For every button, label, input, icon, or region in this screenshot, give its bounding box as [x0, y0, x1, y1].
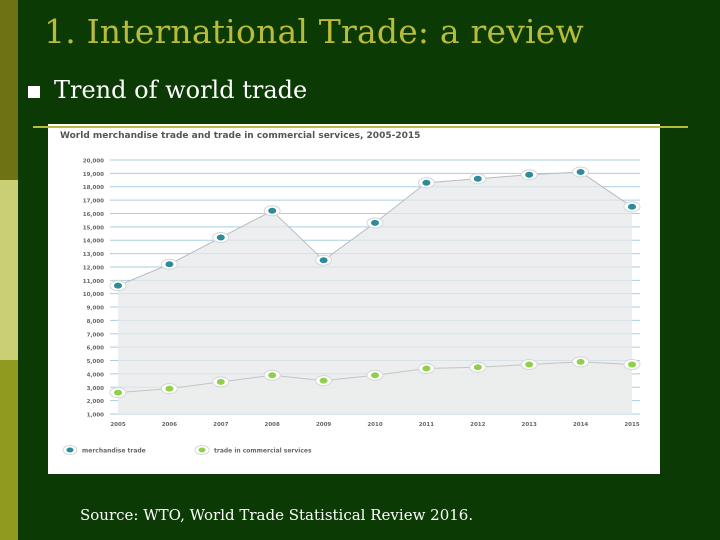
bullet-item: Trend of world trade — [28, 76, 307, 104]
data-point — [525, 361, 534, 368]
y-tick-label: 19,000 — [83, 172, 104, 178]
y-tick-label: 13,000 — [83, 252, 104, 258]
data-point — [216, 234, 225, 241]
data-point — [268, 207, 277, 214]
y-tick-label: 18,000 — [83, 185, 104, 191]
chart-title: World merchandise trade and trade in com… — [60, 131, 420, 141]
y-tick-label: 12,000 — [83, 265, 104, 271]
data-point — [371, 372, 379, 379]
series-area — [118, 361, 632, 414]
data-point — [576, 358, 585, 365]
data-point — [268, 372, 277, 379]
data-point — [525, 171, 534, 178]
x-tick-label: 2006 — [162, 422, 177, 428]
data-point — [473, 175, 482, 182]
y-tick-label: 4,000 — [87, 372, 105, 378]
series-area — [118, 172, 632, 414]
x-tick-label: 2007 — [213, 422, 228, 428]
x-tick-label: 2011 — [419, 422, 434, 428]
y-tick-label: 11,000 — [83, 279, 104, 285]
title-divider — [33, 126, 688, 128]
data-point — [371, 219, 379, 226]
bullet-square-icon — [28, 86, 40, 98]
y-tick-label: 1,000 — [87, 413, 105, 419]
data-point — [114, 282, 122, 289]
y-tick-label: 16,000 — [83, 212, 104, 218]
legend-label: trade in commercial services — [214, 448, 312, 455]
y-tick-label: 20,000 — [83, 159, 104, 165]
x-tick-label: 2013 — [522, 422, 537, 428]
x-tick-label: 2014 — [573, 422, 588, 428]
side-accent-middle — [0, 180, 18, 360]
legend-marker — [66, 447, 74, 453]
slide-title: 1. International Trade: a review — [44, 12, 584, 51]
data-point — [422, 365, 431, 372]
side-accent-top — [0, 0, 18, 180]
y-tick-label: 8,000 — [87, 319, 105, 325]
data-point — [628, 361, 636, 368]
x-tick-label: 2005 — [110, 422, 125, 428]
x-tick-label: 2015 — [624, 422, 639, 428]
x-tick-label: 2012 — [470, 422, 485, 428]
data-point — [319, 377, 328, 384]
y-tick-label: 10,000 — [83, 292, 104, 298]
data-point — [422, 179, 431, 186]
data-point — [216, 378, 225, 385]
source-caption: Source: WTO, World Trade Statistical Rev… — [80, 506, 474, 524]
y-tick-label: 3,000 — [87, 386, 105, 392]
legend-label: merchandise trade — [82, 448, 146, 455]
bullet-text: Trend of world trade — [54, 76, 308, 104]
y-tick-label: 9,000 — [87, 306, 105, 312]
data-point — [473, 364, 482, 371]
legend-marker — [198, 447, 206, 453]
x-tick-label: 2009 — [316, 422, 331, 428]
data-point — [165, 261, 174, 268]
chart-panel: World merchandise trade and trade in com… — [48, 124, 660, 474]
x-tick-label: 2010 — [367, 422, 382, 428]
y-tick-label: 15,000 — [83, 225, 104, 231]
side-accent-bottom — [0, 360, 18, 540]
y-tick-label: 6,000 — [87, 346, 105, 352]
y-tick-label: 2,000 — [87, 399, 105, 405]
data-point — [576, 169, 585, 176]
data-point — [319, 257, 328, 264]
data-point — [628, 203, 636, 210]
y-tick-label: 5,000 — [87, 359, 105, 365]
y-tick-label: 7,000 — [87, 332, 105, 338]
data-point — [114, 389, 122, 396]
x-tick-label: 2008 — [265, 422, 280, 428]
y-tick-label: 17,000 — [83, 199, 104, 205]
data-point — [165, 385, 174, 392]
y-tick-label: 14,000 — [83, 239, 104, 245]
line-chart: World merchandise trade and trade in com… — [60, 131, 641, 455]
